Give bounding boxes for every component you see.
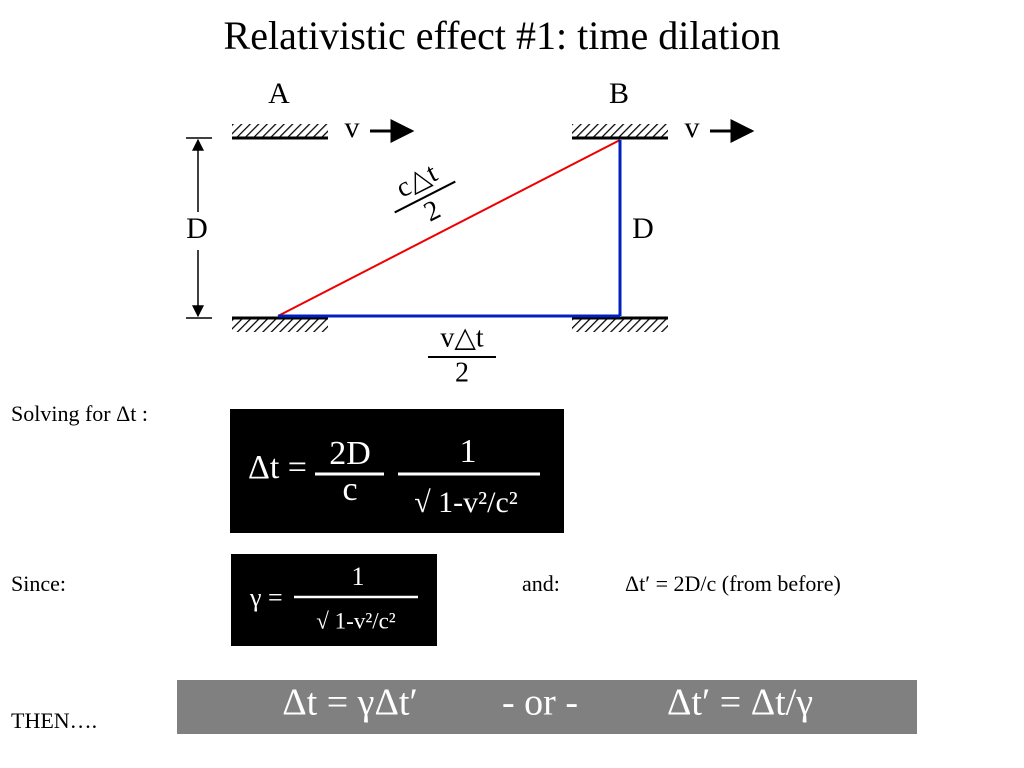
velocity-label: v (685, 111, 700, 144)
result-equation: Δt = γΔt′ (282, 682, 418, 724)
numerator: 2D (329, 435, 371, 472)
denominator: √ 1-v²/c² (414, 486, 518, 519)
velocity-label: v (345, 111, 360, 144)
numerator: 1 (460, 433, 477, 470)
title: Relativistic effect #1: time dilation (224, 13, 781, 58)
numerator: v△t (440, 322, 484, 353)
mirror-label: A (268, 77, 290, 110)
result-bar (177, 680, 917, 734)
label: THEN…. (11, 708, 97, 733)
denominator: 2 (455, 357, 469, 388)
distance-label: D (632, 212, 654, 245)
numerator: c△t (391, 158, 442, 205)
equation-text: Δt′ = 2D/c (from before) (625, 571, 841, 596)
distance-label: D (186, 212, 208, 245)
equation-box (230, 409, 564, 533)
mirrors (232, 124, 668, 332)
denominator: √ 1-v²/c² (316, 608, 396, 633)
light-path (277, 139, 621, 317)
label: and: (522, 571, 560, 596)
label: Since: (11, 571, 66, 596)
dimension-arrow (186, 137, 212, 319)
result-equation: Δt′ = Δt/γ (667, 682, 813, 724)
label: Solving for Δt : (11, 401, 148, 426)
denominator: c (342, 471, 357, 508)
equation-box (231, 554, 437, 646)
numerator: 1 (352, 562, 365, 591)
mirror-label: B (609, 77, 629, 110)
separator: - or - (502, 682, 578, 724)
hypotenuse-label: c△t 2 (391, 158, 456, 228)
equation-lhs: γ = (249, 583, 283, 612)
equation-lhs: Δt = (248, 449, 307, 486)
denominator: 2 (419, 194, 446, 228)
